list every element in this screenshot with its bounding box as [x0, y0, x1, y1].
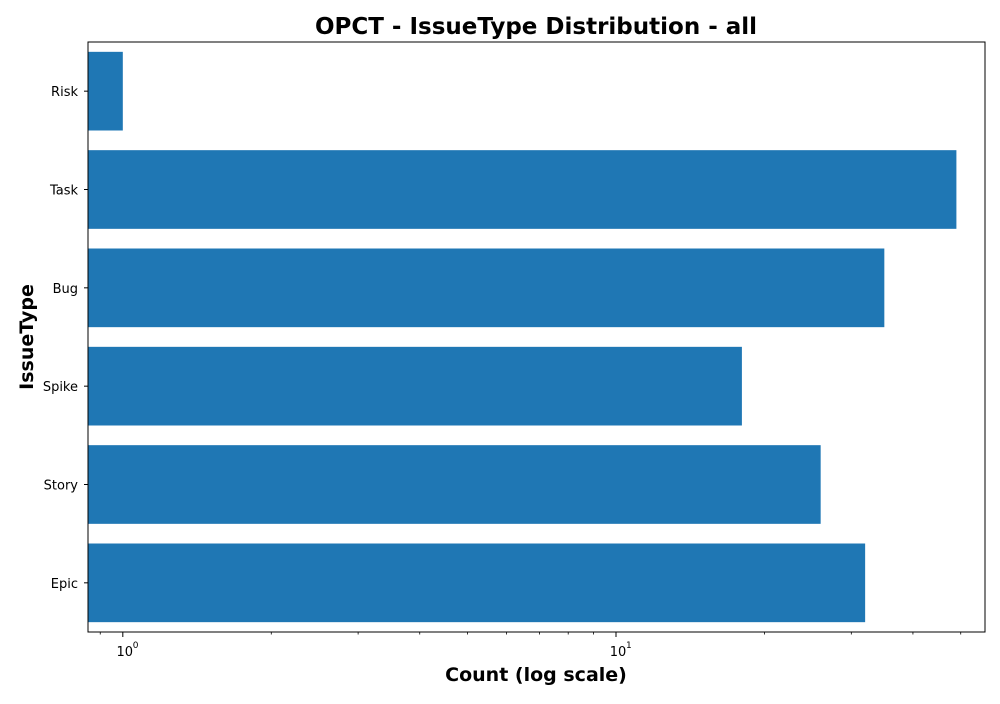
x-tick-label: 10	[610, 645, 627, 660]
bar-risk	[88, 51, 123, 131]
plot-frame	[87, 41, 986, 633]
y-tick-label-risk: Risk	[51, 85, 78, 100]
y-tick-label-epic: Epic	[51, 577, 78, 592]
bar-spike	[88, 346, 742, 426]
chart-title: OPCT - IssueType Distribution - all	[315, 14, 757, 40]
x-tick-exponent: 0	[133, 641, 139, 651]
bar-task	[88, 150, 957, 229]
bar-story	[88, 445, 821, 524]
x-axis-label: Count (log scale)	[445, 664, 627, 686]
y-axis-label: IssueType	[16, 284, 38, 390]
bars-layer	[88, 51, 957, 623]
x-tick-exponent: 1	[626, 641, 632, 651]
bar-epic	[88, 543, 866, 623]
bar-bug	[88, 248, 885, 328]
x-tick-label: 10	[117, 645, 134, 660]
y-tick-label-spike: Spike	[43, 380, 78, 395]
y-tick-label-bug: Bug	[53, 282, 78, 297]
y-tick-label-story: Story	[44, 479, 79, 494]
y-tick-label-task: Task	[49, 184, 79, 199]
